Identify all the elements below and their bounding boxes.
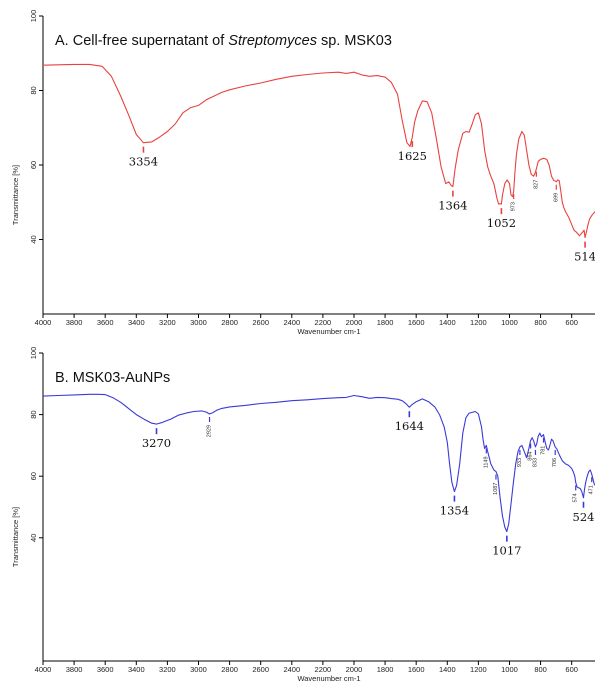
x-tick-label: 2600 (252, 318, 269, 327)
panel-title-prefix: A. Cell-free supernatant of (55, 33, 228, 49)
series-line (42, 63, 595, 239)
y-tick-label: 60 (29, 161, 38, 169)
peak-label: 514 (574, 250, 595, 264)
peak-label-small: 864 (528, 452, 534, 461)
x-tick-label: 1400 (439, 665, 456, 674)
x-tick-label: 1000 (501, 665, 518, 674)
peak-label-small: 833 (532, 458, 538, 467)
series-line (42, 393, 595, 533)
x-tick-label: 3800 (66, 665, 83, 674)
peak-label-small: 706 (552, 458, 558, 467)
y-tick-label: 100 (29, 10, 38, 23)
peak-label-small: 973 (511, 202, 517, 211)
panel-title: B. MSK03-AuNPs (55, 370, 170, 386)
y-axis-title: Transmittance [%] (11, 165, 20, 225)
panel-title: A. Cell-free supernatant of Streptomyces… (55, 33, 392, 49)
x-tick-label: 800 (534, 318, 547, 327)
x-tick-label: 3200 (159, 318, 176, 327)
x-tick-label: 3800 (66, 318, 83, 327)
y-axis-title: Transmittance [%] (11, 507, 20, 567)
x-tick-label: 1400 (439, 318, 456, 327)
y-tick-label: 100 (29, 347, 38, 360)
x-tick-label: 3400 (128, 318, 145, 327)
x-tick-label: 3400 (128, 665, 145, 674)
peak-label: 524 (573, 510, 595, 524)
x-tick-label: 1600 (408, 318, 425, 327)
x-axis-title: Wavenumber cm-1 (297, 674, 360, 681)
peak-label: 1625 (398, 149, 427, 163)
peak-label: 1354 (440, 504, 469, 518)
x-tick-label: 2800 (221, 665, 238, 674)
peak-label: 1052 (487, 216, 516, 230)
chart-panel-a: 4000 3800 3600 3400 3200 3000 2800 2600 2400 2200… (11, 10, 595, 336)
x-tick-label: 3200 (159, 665, 176, 674)
panel-title-italic: Streptomyces (228, 33, 317, 49)
peak-label-small: 2929 (207, 425, 213, 437)
y-tick-label: 40 (29, 235, 38, 243)
chart-panel-b: 4000 3800 3600 3400 3200 3000 2800 2600 2400 2200… (11, 347, 595, 681)
peak-label-small: 781 (541, 446, 547, 455)
x-tick-label: 2400 (283, 318, 300, 327)
peak-label-small: 699 (553, 193, 559, 202)
y-tick-label: 80 (29, 410, 38, 418)
x-axis-title: Wavenumber cm-1 (297, 327, 360, 336)
x-tick-label: 3000 (190, 665, 207, 674)
peak-label-small: 933 (517, 458, 523, 467)
peak-label: 3354 (129, 155, 158, 169)
x-tick-label: 800 (534, 665, 547, 674)
peak-label-small: 1087 (493, 483, 499, 495)
x-tick-label: 3600 (97, 318, 114, 327)
x-tick-label: 1200 (470, 665, 487, 674)
x-tick-label: 2000 (346, 665, 363, 674)
x-tick-label: 3000 (190, 318, 207, 327)
x-tick-label: 3600 (97, 665, 114, 674)
x-tick-label: 2800 (221, 318, 238, 327)
x-tick-label: 600 (565, 318, 578, 327)
x-tick-label: 2000 (346, 318, 363, 327)
peak-label-small: 827 (533, 180, 539, 189)
peak-label-small: 1149 (483, 456, 489, 468)
peak-label-small: 471 (589, 485, 595, 494)
y-tick-label: 60 (29, 472, 38, 480)
x-tick-label: 1800 (377, 318, 394, 327)
x-tick-label: 1600 (408, 665, 425, 674)
x-tick-label: 2200 (315, 318, 332, 327)
x-tick-label: 1800 (377, 665, 394, 674)
x-tick-label: 2400 (283, 665, 300, 674)
x-tick-label: 2600 (252, 665, 269, 674)
x-tick-label: 1200 (470, 318, 487, 327)
y-tick-label: 80 (29, 86, 38, 94)
peak-label-small: 574 (573, 493, 579, 502)
peak-label: 1364 (438, 199, 467, 213)
peak-label: 1017 (492, 544, 521, 558)
peak-label: 3270 (142, 436, 171, 450)
x-tick-label: 600 (565, 665, 578, 674)
x-tick-label: 1000 (501, 318, 518, 327)
x-tick-label: 4000 (35, 318, 52, 327)
panel-title-prefix: B. MSK03-AuNPs (55, 370, 170, 386)
x-tick-label: 4000 (35, 665, 52, 674)
x-tick-label: 2200 (315, 665, 332, 674)
panel-title-suffix: sp. MSK03 (317, 33, 392, 49)
y-tick-label: 40 (29, 534, 38, 542)
peak-label: 1644 (395, 419, 424, 433)
